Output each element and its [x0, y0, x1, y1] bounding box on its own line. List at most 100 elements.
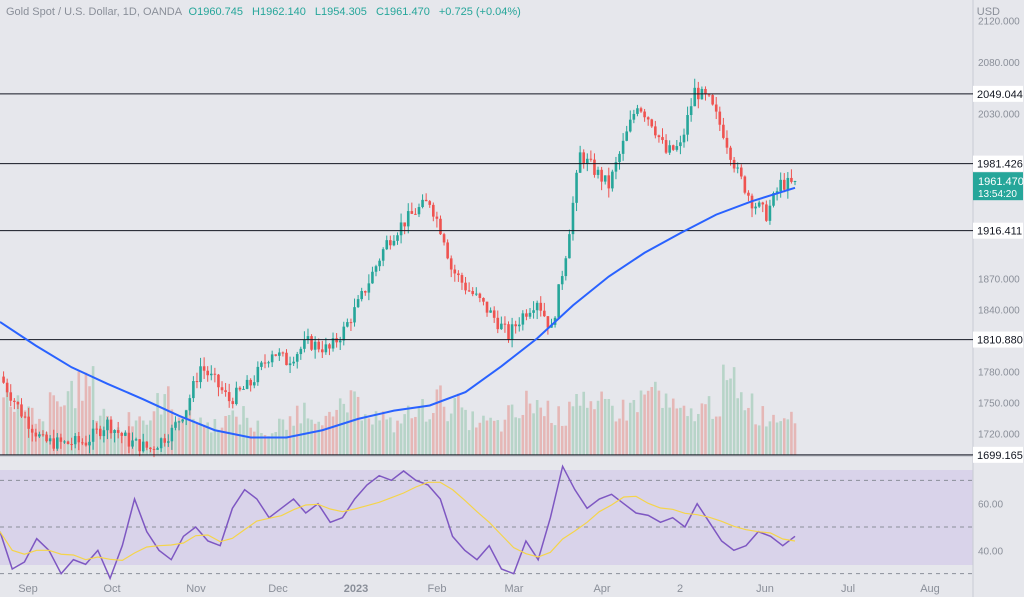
candle	[98, 425, 102, 440]
candle	[582, 149, 586, 169]
candle-body	[356, 299, 360, 308]
volume-bar	[159, 414, 163, 455]
volume-bar	[743, 410, 747, 455]
candle	[328, 343, 331, 356]
volume-bar	[270, 433, 274, 455]
candle-body	[782, 179, 786, 190]
candle	[675, 139, 679, 152]
candle-body	[560, 276, 564, 285]
candle	[625, 125, 628, 142]
candle-body	[88, 441, 91, 446]
candle-body	[102, 430, 106, 437]
volume-bar	[474, 427, 478, 455]
candle	[385, 235, 389, 251]
moving-average-line	[0, 186, 796, 439]
volume-bar	[16, 395, 20, 455]
volume-bar	[335, 409, 338, 455]
candle	[743, 175, 747, 195]
volume-bar	[707, 396, 711, 455]
candle	[442, 232, 446, 246]
volume-bar	[428, 419, 432, 455]
candle-body	[682, 134, 686, 143]
volume-bar	[747, 407, 750, 455]
volume-bar	[553, 425, 557, 455]
candle	[174, 416, 177, 431]
candle	[288, 356, 292, 374]
volume-bar	[235, 416, 238, 455]
candle	[292, 356, 295, 366]
candle-body	[27, 416, 30, 429]
candle-body	[686, 115, 689, 135]
candle-body	[295, 354, 299, 362]
candle-body	[338, 340, 342, 343]
candle-body	[306, 336, 310, 341]
volume-bar	[697, 413, 700, 455]
candle-body	[757, 202, 761, 207]
volume-bar	[181, 418, 184, 455]
candle	[389, 235, 392, 250]
candle-body	[378, 260, 381, 267]
candle-body	[346, 322, 349, 327]
volume-bar	[59, 406, 63, 455]
candle	[91, 420, 95, 450]
candle-body	[442, 234, 446, 243]
candle-body	[790, 177, 793, 182]
volume-bar	[213, 419, 217, 455]
candle	[514, 320, 517, 334]
candle	[782, 173, 786, 193]
candle-body	[399, 222, 403, 236]
volume-bar	[768, 421, 772, 455]
candle	[306, 328, 310, 344]
candle	[575, 169, 578, 212]
candle	[679, 135, 682, 155]
time-tick-label: 2023	[344, 583, 368, 595]
candle	[38, 431, 41, 439]
volume-bar	[654, 381, 657, 455]
volume-bar	[381, 411, 385, 455]
time-tick-label: Oct	[103, 583, 120, 595]
candle-body	[435, 216, 439, 219]
candle	[303, 331, 306, 353]
candle	[722, 117, 725, 140]
candle-body	[689, 106, 693, 116]
volume-bar	[224, 415, 227, 455]
volume-bar	[242, 406, 245, 455]
volume-bar	[174, 420, 177, 455]
candle	[396, 232, 399, 245]
candle	[238, 386, 242, 392]
volume-bar	[349, 390, 353, 455]
candle	[346, 318, 349, 328]
candle-body	[159, 438, 163, 449]
volume-bar	[725, 380, 729, 455]
candle	[539, 296, 543, 317]
candle	[256, 361, 260, 386]
volume-bar	[614, 421, 618, 455]
open-value: O1960.745	[188, 6, 243, 18]
volume-bar	[163, 394, 167, 455]
candle	[421, 194, 424, 209]
candle	[88, 434, 91, 454]
candle-body	[589, 158, 593, 160]
candle-body	[464, 282, 467, 291]
rsi-lines: 60.00 40.00	[0, 464, 1003, 581]
candle	[449, 255, 453, 278]
candle-body	[16, 401, 20, 405]
volume-bar	[507, 405, 510, 455]
candle	[202, 357, 206, 379]
candle	[34, 428, 38, 442]
candle	[181, 418, 184, 424]
time-tick-label: Nov	[186, 583, 206, 595]
volume-bar	[217, 429, 220, 455]
candle	[503, 316, 507, 333]
candle	[367, 274, 371, 301]
volume-bar	[346, 412, 349, 455]
candle	[242, 385, 245, 390]
candle	[167, 434, 170, 447]
candle-body	[611, 171, 614, 189]
candle-body	[20, 404, 23, 417]
candle-body	[732, 159, 736, 169]
volume-bar	[209, 432, 213, 455]
candle-body	[156, 448, 159, 450]
candle	[765, 200, 768, 222]
